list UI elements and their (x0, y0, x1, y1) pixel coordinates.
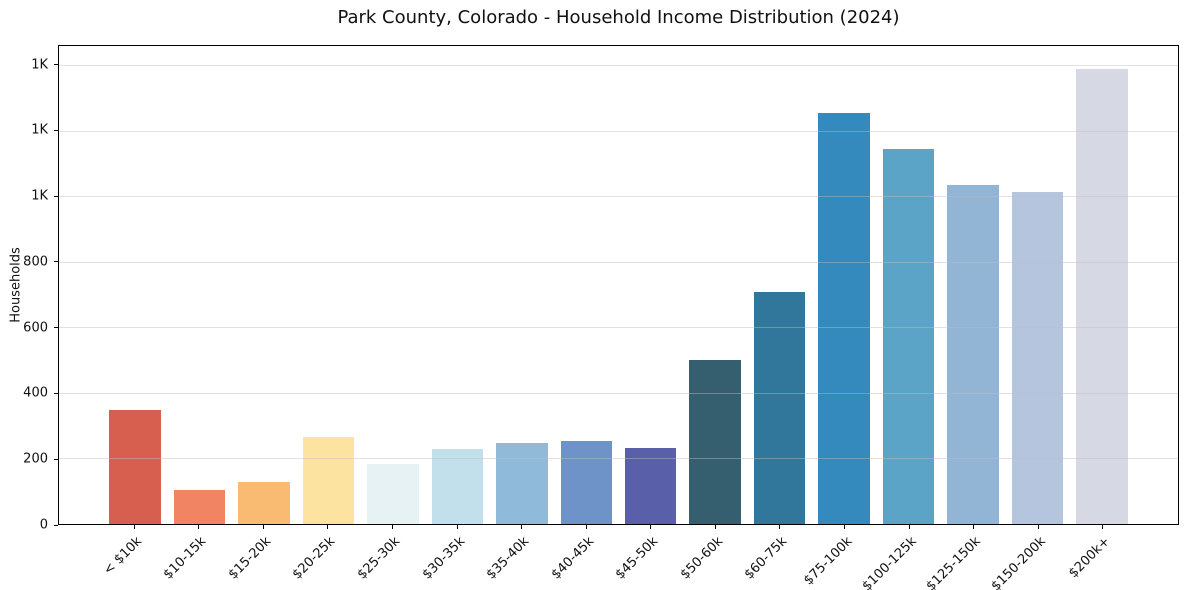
bar-slot (876, 46, 940, 524)
bar-$125-150k (947, 185, 999, 524)
bar-$35-40k (496, 442, 548, 524)
bar-slot (167, 46, 231, 524)
gridline (59, 196, 1178, 198)
x-tick-label: < $10k (100, 534, 145, 579)
x-tick-label: $15-20k (225, 534, 275, 583)
y-axis: 0 200 400 600 800 1K 1K 1K (0, 45, 58, 533)
x-tick-label: $100-125k (859, 534, 920, 590)
bar-$60-75k (753, 291, 806, 524)
bar-slot (425, 46, 489, 524)
x-tick-label: $35-40k (483, 534, 533, 583)
x-tick-label: $40-45k (548, 534, 597, 583)
bar-slot (361, 46, 425, 524)
x-tick-mark (585, 525, 587, 529)
bar-$25-30k (367, 464, 419, 524)
x-tick-mark (779, 525, 781, 529)
gridline (59, 392, 1178, 394)
bar-$40-45k (560, 440, 613, 524)
gridline (59, 261, 1178, 263)
x-axis: < $10k $10-15k $15-20k $20-25k $25-30k $30-35… (58, 525, 1179, 590)
x-tick-label: $30-35k (419, 534, 468, 583)
bar-slot (103, 46, 167, 524)
y-tick-label: 0 (39, 517, 48, 533)
x-tick-mark (521, 525, 523, 529)
y-tick-mark (54, 458, 58, 460)
bar-$20-25k (302, 437, 355, 524)
chart-title: Park County, Colorado - Household Income… (337, 7, 900, 28)
y-tick-label: 1K (31, 188, 48, 204)
x-tick-label: $25-30k (354, 534, 404, 583)
bar-slot (554, 46, 618, 524)
y-tick-label: 600 (23, 320, 48, 336)
x-tick-label: $125-150k (924, 534, 985, 590)
gridline (59, 327, 1178, 329)
bar-slot (296, 46, 360, 524)
x-tick-mark (714, 525, 716, 529)
bar-slot (941, 46, 1005, 524)
bar-$75-100k (818, 113, 870, 524)
y-tick-label: 800 (23, 254, 48, 270)
bar-$30-35k (431, 448, 484, 524)
x-tick-label: $60-75k (742, 534, 791, 583)
y-tick-mark (54, 64, 58, 66)
bar-slot (812, 46, 876, 524)
plot-area (58, 45, 1179, 525)
x-tick-mark (650, 525, 652, 529)
y-tick-mark (54, 392, 58, 394)
gridline (59, 458, 1178, 460)
gridline (59, 65, 1178, 67)
bar-$15-20k (238, 482, 290, 524)
y-tick-mark (54, 261, 58, 263)
bars-container (59, 46, 1178, 524)
bar-slot (619, 46, 683, 524)
x-tick-mark (1037, 525, 1039, 529)
x-tick-label: $10-15k (160, 534, 210, 583)
bar-$50-60k (689, 360, 741, 524)
bar-$10-15k (173, 489, 226, 524)
x-tick-label: $50-60k (677, 534, 726, 583)
x-tick-mark (198, 525, 200, 529)
gridline (59, 130, 1178, 132)
bar-$45-50k (624, 447, 677, 524)
bar-$200k+ (1076, 68, 1128, 524)
bar-slot (1005, 46, 1069, 524)
x-tick-mark (327, 525, 329, 529)
bar-$150-200k (1011, 191, 1064, 524)
x-tick-mark (392, 525, 394, 529)
y-tick-label: 1K (31, 122, 48, 138)
x-tick-mark (973, 525, 975, 529)
x-tick-label: $150-200k (988, 534, 1049, 590)
y-tick-mark (54, 195, 58, 197)
y-tick-mark (54, 524, 58, 526)
bar-slot (490, 46, 554, 524)
y-tick-label: 400 (23, 385, 48, 401)
bar-$100-125k (882, 149, 935, 524)
y-tick-mark (54, 129, 58, 131)
y-tick-mark (54, 327, 58, 329)
bar-slot (683, 46, 747, 524)
y-tick-label: 200 (23, 451, 48, 467)
bar-slot (232, 46, 296, 524)
y-tick-label: 1K (31, 57, 48, 73)
x-tick-mark (908, 525, 910, 529)
x-tick-label: $200k+ (1066, 534, 1114, 582)
bar-slot (1070, 46, 1134, 524)
x-tick-label: $45-50k (612, 534, 662, 583)
x-tick-mark (456, 525, 458, 529)
x-tick-mark (133, 525, 135, 529)
x-tick-label: $20-25k (290, 534, 339, 583)
x-tick-mark (1102, 525, 1104, 529)
x-tick-mark (262, 525, 264, 529)
x-tick-label: $75-100k (800, 534, 856, 589)
bar-slot (747, 46, 811, 524)
bar-< $10k (109, 410, 161, 524)
x-tick-mark (843, 525, 845, 529)
